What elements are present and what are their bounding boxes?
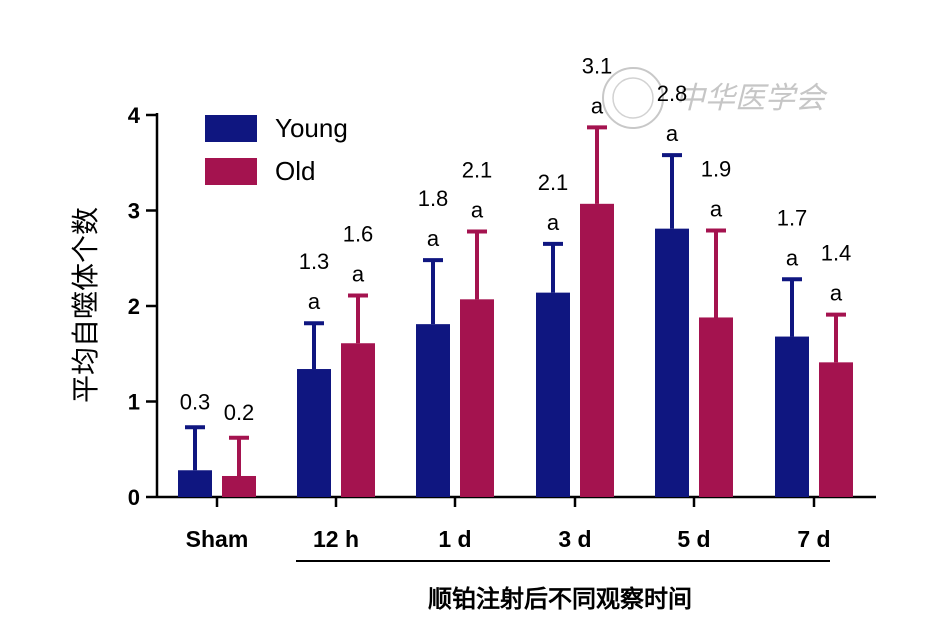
bar-old	[819, 362, 853, 497]
legend-label-old: Old	[275, 156, 315, 186]
bar-young	[297, 369, 331, 497]
labels-layer: 0.3a1.3a1.8a2.1a2.8a1.70.2a1.6a2.1a3.1a1…	[180, 53, 852, 424]
significance-label-old: a	[471, 198, 484, 223]
watermark-text: 中华医学会	[675, 81, 828, 116]
y-tick-label: 0	[128, 485, 140, 510]
bar-young	[178, 470, 212, 497]
significance-label-old: a	[352, 261, 365, 286]
bar-young	[775, 336, 809, 497]
significance-label-old: a	[710, 197, 723, 222]
y-axis-title: 平均自噬体个数	[69, 207, 102, 403]
watermark: 中华医学会	[602, 67, 828, 129]
x-tick-label: 5 d	[677, 526, 710, 552]
bars-layer	[178, 125, 853, 497]
legend-swatch-young	[205, 115, 257, 142]
watermark-seal-icon	[602, 67, 664, 129]
value-label-young: 2.8	[657, 81, 688, 106]
x-tick-label: 3 d	[558, 526, 591, 552]
value-label-old: 1.6	[343, 221, 374, 246]
bar-old	[460, 299, 494, 497]
bar-old	[699, 317, 733, 497]
legend-label-young: Young	[275, 113, 348, 143]
value-label-old: 1.4	[821, 241, 852, 266]
x-tick-label: Sham	[186, 526, 249, 552]
value-label-young: 0.3	[180, 389, 211, 414]
x-axis-title: 顺铂注射后不同观察时间	[428, 584, 692, 613]
y-tick-label: 2	[128, 294, 140, 319]
y-tick-label: 1	[128, 390, 140, 415]
x-tick-label: 1 d	[438, 526, 471, 552]
legend-swatch-old	[205, 158, 257, 185]
value-label-young: 1.8	[418, 186, 449, 211]
significance-label-old: a	[591, 93, 604, 118]
significance-label-old: a	[830, 281, 843, 306]
value-label-old: 0.2	[224, 400, 255, 425]
significance-label-young: a	[308, 289, 321, 314]
x-tick-label: 7 d	[797, 526, 830, 552]
value-label-old: 1.9	[701, 157, 732, 182]
significance-label-young: a	[427, 226, 440, 251]
bar-old	[580, 203, 614, 497]
value-label-young: 2.1	[538, 170, 569, 195]
watermark-seal-inner-icon	[612, 77, 654, 119]
value-label-old: 2.1	[462, 158, 493, 183]
significance-label-young: a	[786, 245, 799, 270]
bar-old	[222, 475, 256, 497]
significance-label-young: a	[547, 210, 560, 235]
value-label-young: 1.3	[299, 249, 330, 274]
value-label-young: 1.7	[777, 205, 808, 230]
y-tick-label: 3	[128, 199, 140, 224]
significance-label-young: a	[666, 121, 679, 146]
bar-young	[655, 228, 689, 497]
bar-young	[536, 292, 570, 497]
bar-young	[416, 324, 450, 497]
value-label-old: 3.1	[582, 53, 613, 78]
y-axis: 0 1 2 3 4	[128, 103, 159, 510]
x-tick-label: 12 h	[313, 526, 359, 552]
legend: Young Old	[205, 113, 348, 186]
x-axis: Sham 12 h 1 d 3 d 5 d 7 d	[157, 495, 876, 552]
y-tick-label: 4	[128, 103, 141, 128]
bar-old	[341, 343, 375, 497]
